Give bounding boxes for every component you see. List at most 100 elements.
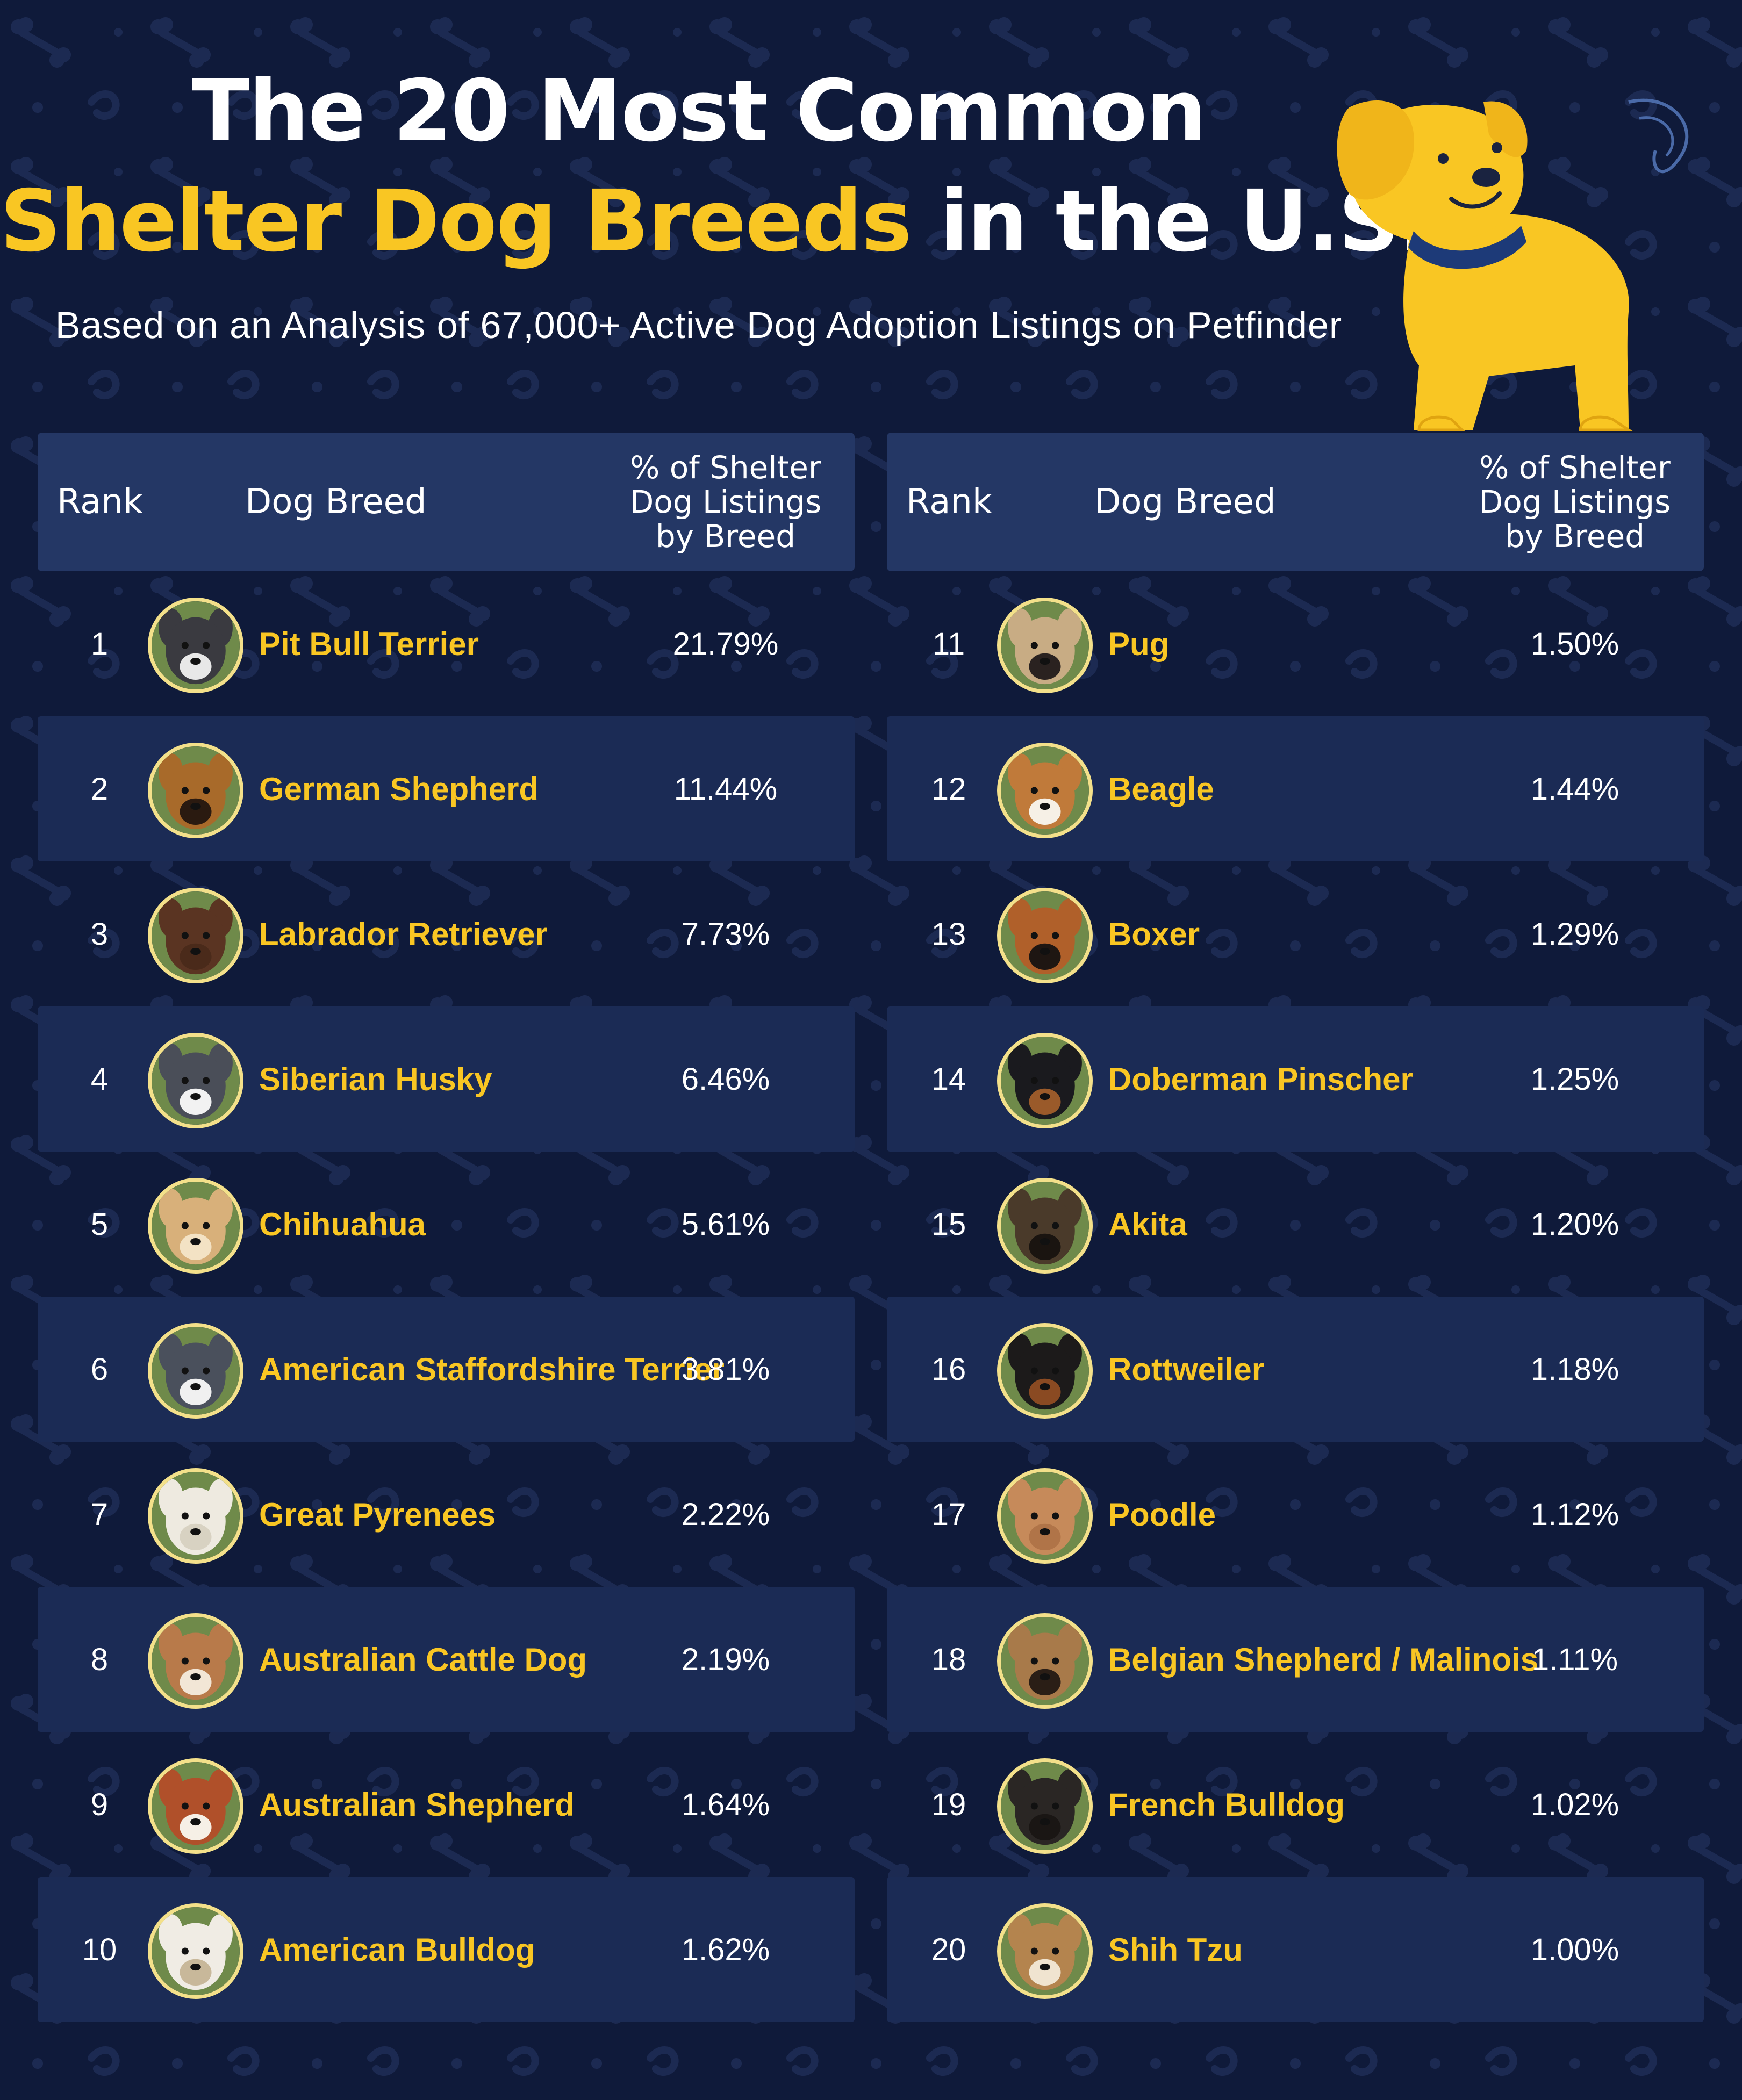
rank-cell: 14 [931, 1061, 966, 1097]
breed-photo [148, 1033, 243, 1128]
rank-cell: 9 [90, 1787, 109, 1822]
breed-name: Pug [1108, 625, 1170, 662]
rank-cell: 5 [90, 1206, 109, 1242]
table-row: 11 Pug 1.50% [887, 571, 1704, 716]
rank-header: Rank [906, 482, 992, 522]
pct-value: 7.73% [681, 916, 770, 952]
breed-photo [997, 1903, 1093, 1999]
breed-name: Beagle [1108, 771, 1214, 807]
breed-name: German Shepherd [259, 771, 539, 807]
dog-photo-icon [1001, 1762, 1089, 1850]
rank-cell: 2 [90, 771, 109, 807]
table-row: 20 Shih Tzu 1.00% [887, 1877, 1704, 2022]
rank-header: Rank [57, 482, 143, 522]
pct-header-line1: % of Shelter [1479, 449, 1671, 486]
pct-value: 1.11% [1531, 1642, 1618, 1677]
page-title-line1: The 20 Most Common [191, 62, 1207, 161]
rank-cell: 10 [82, 1932, 117, 1967]
breed-table-left: Rank Dog Breed % of Shelter Dog Listings b… [38, 433, 855, 2022]
dog-photo-icon [152, 1472, 240, 1560]
breed-name: Rottweiler [1108, 1351, 1265, 1387]
rank-cell: 15 [931, 1206, 966, 1242]
pct-value: 1.00% [1530, 1932, 1619, 1967]
table-row: 6 American Staffordshire Terrier 3.81% [38, 1297, 855, 1442]
breed-photo [148, 598, 243, 693]
page-title-line2: Shelter Dog Breeds in the U.S. [0, 172, 1431, 271]
table-header: Rank Dog Breed % of Shelter Dog Listings b… [887, 433, 1704, 571]
breed-name: Australian Shepherd [259, 1786, 575, 1823]
dog-photo-icon [152, 746, 240, 835]
table-row: 8 Australian Cattle Dog 2.19% [38, 1587, 855, 1732]
dog-photo-icon [1001, 1472, 1089, 1560]
breed-table-right: Rank Dog Breed % of Shelter Dog Listings b… [887, 433, 1704, 2022]
title-highlight: Shelter Dog Breeds [0, 172, 912, 271]
breed-name: Labrador Retriever [259, 916, 548, 952]
table-row: 5 Chihuahua 5.61% [38, 1152, 855, 1297]
pct-header-line1: % of Shelter [630, 449, 821, 486]
pct-header: % of Shelter Dog Listings by Breed [1467, 433, 1682, 571]
dog-photo-icon [1001, 1617, 1089, 1705]
breed-name: Poodle [1108, 1496, 1216, 1533]
pct-value: 1.12% [1530, 1497, 1619, 1532]
breed-name: American Bulldog [259, 1931, 535, 1968]
breed-photo [148, 743, 243, 838]
dog-photo-icon [152, 1182, 240, 1270]
table-row: 12 Beagle 1.44% [887, 716, 1704, 861]
rank-cell: 1 [90, 626, 109, 661]
table-row: 19 French Bulldog 1.02% [887, 1732, 1704, 1877]
pct-value: 11.44% [673, 771, 778, 807]
table-row: 15 Akita 1.20% [887, 1152, 1704, 1297]
rank-cell: 7 [90, 1497, 109, 1532]
table-row: 17 Poodle 1.12% [887, 1442, 1704, 1587]
breed-photo [997, 1178, 1093, 1274]
breed-name: Belgian Shepherd / Malinois [1108, 1641, 1539, 1678]
breed-photo [997, 1033, 1093, 1128]
pct-header-line3: by Breed [655, 518, 796, 555]
pct-value: 1.44% [1530, 771, 1619, 807]
breed-name: Australian Cattle Dog [259, 1641, 587, 1678]
breed-photo [148, 1323, 243, 1419]
breed-name: Boxer [1108, 916, 1200, 952]
pct-value: 2.22% [681, 1497, 770, 1532]
pct-header: % of Shelter Dog Listings by Breed [618, 433, 833, 571]
breed-photo [148, 1758, 243, 1854]
table-row: 2 German Shepherd 11.44% [38, 716, 855, 861]
pct-header-line2: Dog Listings [1479, 484, 1671, 520]
breed-header: Dog Breed [1094, 482, 1276, 522]
breed-name: Doberman Pinscher [1108, 1061, 1413, 1097]
dog-photo-icon [152, 1907, 240, 1995]
rank-cell: 3 [90, 916, 109, 952]
pct-value: 1.62% [681, 1932, 770, 1967]
table-header: Rank Dog Breed % of Shelter Dog Listings b… [38, 433, 855, 571]
rank-cell: 20 [931, 1932, 966, 1967]
dog-photo-icon [1001, 601, 1089, 689]
table-row: 18 Belgian Shepherd / Malinois 1.11% [887, 1587, 1704, 1732]
breed-name: Great Pyrenees [259, 1496, 496, 1533]
breed-photo [997, 1323, 1093, 1419]
rank-cell: 6 [90, 1351, 109, 1387]
rank-cell: 11 [932, 626, 965, 661]
breed-photo [148, 1903, 243, 1999]
pct-value: 1.18% [1530, 1351, 1619, 1387]
table-row: 4 Siberian Husky 6.46% [38, 1006, 855, 1152]
table-row: 13 Boxer 1.29% [887, 861, 1704, 1006]
breed-photo [997, 1613, 1093, 1709]
breed-name: Chihuahua [259, 1206, 426, 1242]
table-row: 9 Australian Shepherd 1.64% [38, 1732, 855, 1877]
table-body: 11 Pug 1.50% 12 Beagle 1.44% 13 Boxer 1.29% 14 Dob… [887, 571, 1704, 2022]
rank-cell: 17 [931, 1497, 966, 1532]
table-row: 7 Great Pyrenees 2.22% [38, 1442, 855, 1587]
pct-value: 21.79% [672, 626, 779, 661]
breed-photo [148, 1613, 243, 1709]
pct-value: 1.25% [1530, 1061, 1619, 1097]
dog-photo-icon [1001, 1182, 1089, 1270]
pct-value: 6.46% [681, 1061, 770, 1097]
table-row: 3 Labrador Retriever 7.73% [38, 861, 855, 1006]
breed-photo [148, 888, 243, 983]
table-row: 10 American Bulldog 1.62% [38, 1877, 855, 2022]
page-subtitle: Based on an Analysis of 67,000+ Active D… [55, 304, 1343, 346]
pct-header-line3: by Breed [1504, 518, 1645, 555]
breed-name: Siberian Husky [259, 1061, 492, 1097]
rank-cell: 18 [931, 1642, 966, 1677]
pct-value: 1.02% [1530, 1787, 1619, 1822]
